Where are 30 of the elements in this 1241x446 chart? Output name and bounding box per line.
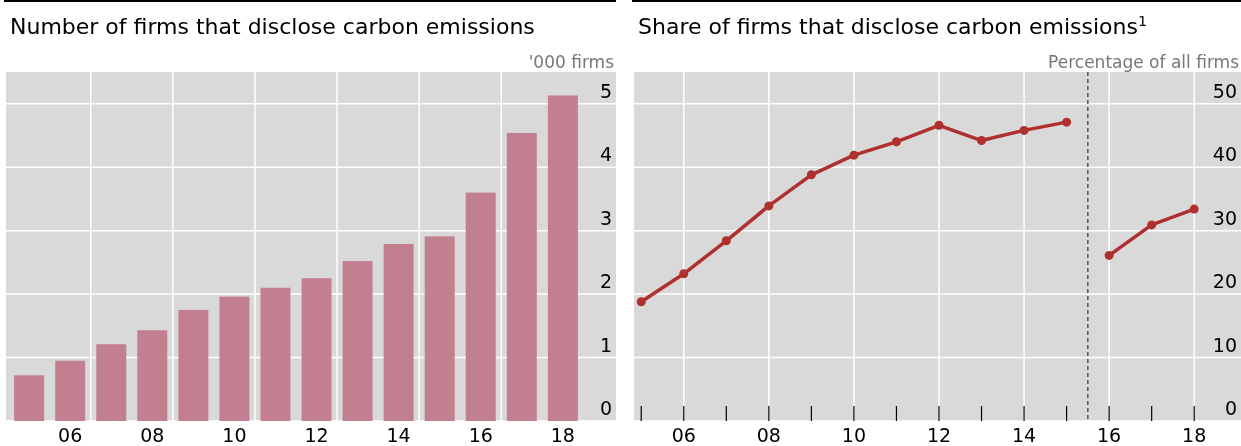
y-tick-label: 3: [599, 206, 612, 229]
y-tick-label: 2: [599, 270, 612, 293]
x-tick-label: 12: [304, 424, 329, 446]
y-tick-label: 5: [599, 79, 612, 102]
x-tick-label: 14: [1011, 424, 1037, 446]
x-tick-label: 12: [926, 424, 952, 446]
y-tick-label: 50: [1212, 79, 1237, 102]
x-tick-label: 10: [841, 424, 867, 446]
y-tick-label: 30: [1212, 206, 1237, 229]
x-tick-label: 14: [386, 424, 411, 446]
y-axis-title: Percentage of all firms: [1048, 52, 1240, 72]
y-tick-label: 4: [599, 143, 612, 166]
x-tick-label: 10: [222, 424, 247, 446]
x-tick-label: 18: [1182, 424, 1207, 446]
x-tick-label: 08: [756, 424, 781, 446]
chart-title: Number of firms that disclose carbon emissions: [10, 14, 535, 39]
y-tick-label: 1: [599, 333, 612, 356]
y-tick-label: 10: [1212, 333, 1237, 356]
x-tick-label: 08: [140, 424, 165, 446]
x-tick-label: 16: [468, 424, 493, 446]
x-tick-label: 18: [550, 424, 575, 446]
y-tick-label: 20: [1212, 270, 1237, 293]
x-tick-label: 06: [58, 424, 83, 446]
chart-title: Share of firms that disclose carbon emissions$^{1}$: [638, 13, 1148, 39]
y-tick-label: 0: [1224, 397, 1237, 419]
y-tick-label: 0: [599, 397, 612, 419]
y-axis-title: '000 firms: [528, 52, 615, 72]
y-tick-label: 40: [1212, 143, 1237, 166]
x-tick-label: 06: [671, 424, 696, 446]
x-tick-label: 16: [1097, 424, 1122, 446]
